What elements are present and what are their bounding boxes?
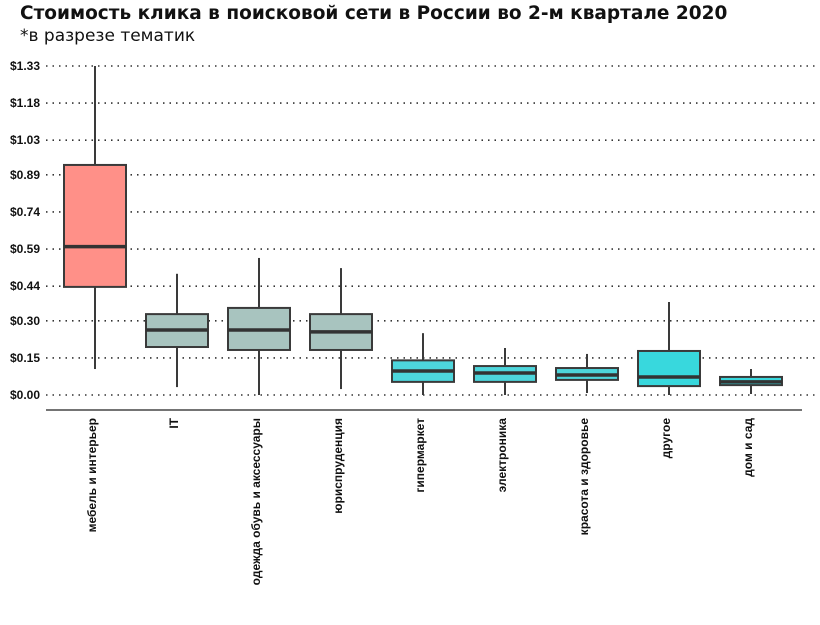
x-tick-label: юриспруденция xyxy=(331,418,345,514)
y-tick-label: $0.59 xyxy=(10,242,40,256)
chart-title: Стоимость клика в поисковой сети в Росси… xyxy=(20,3,728,24)
x-tick-label: другое xyxy=(659,418,673,459)
x-tick-label: мебель и интерьер xyxy=(85,418,99,533)
box xyxy=(637,349,701,388)
y-tick-label: $0.44 xyxy=(10,279,40,293)
y-tick-label: $0.30 xyxy=(10,314,40,328)
x-tick-label: дом и сад xyxy=(741,418,755,477)
x-tick-label: IT xyxy=(167,418,181,429)
x-tick-label: электроника xyxy=(495,418,509,493)
y-tick-label: $1.03 xyxy=(10,133,40,147)
y-tick-label: $0.74 xyxy=(10,205,40,219)
x-tick-label: гипермаркет xyxy=(413,418,427,493)
box xyxy=(63,163,127,288)
y-tick-label: $1.18 xyxy=(10,96,40,110)
chart-subtitle: *в разрезе тематик xyxy=(20,26,196,46)
x-tick-label: одежда обувь и аксессуары xyxy=(249,418,263,586)
y-tick-label: $0.15 xyxy=(10,351,40,365)
y-tick-label: $1.33 xyxy=(10,59,40,73)
x-tick-label: красота и здоровье xyxy=(577,418,591,536)
y-tick-label: $0.00 xyxy=(10,388,40,402)
y-tick-label: $0.89 xyxy=(10,168,40,182)
